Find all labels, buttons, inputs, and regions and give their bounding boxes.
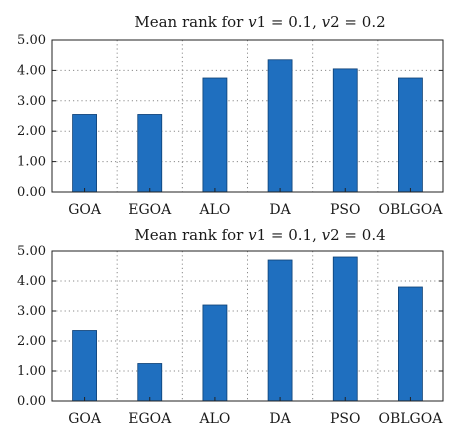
y-tick-label: 4.00 (17, 274, 46, 289)
y-tick-label: 1.00 (17, 364, 46, 379)
x-category-label: DA (269, 411, 291, 427)
y-tick-label: 4.00 (17, 63, 46, 78)
chart-bottom-title: Mean rank for v1 = 0.1, v2 = 0.4 (134, 226, 385, 244)
bar-goa (72, 114, 97, 193)
y-tick-label: 0.00 (17, 185, 46, 200)
y-tick-label: 2.00 (17, 334, 46, 349)
bar-oblgoa (398, 77, 423, 193)
plot-frame (51, 39, 444, 193)
y-tick-label: 5.00 (17, 244, 46, 259)
bar-pso (332, 68, 358, 193)
chart-top: Mean rank for v1 = 0.1, v2 = 0.2 0.00 1.0… (17, 13, 444, 218)
x-category-label: PSO (330, 202, 361, 218)
bar-da (267, 59, 293, 193)
x-category-label: OBLGOA (378, 411, 443, 427)
x-category-label: EGOA (128, 202, 172, 218)
bar-egoa (137, 363, 163, 402)
bar-alo (202, 77, 228, 193)
bar-oblgoa (398, 286, 423, 402)
y-tick-label: 2.00 (17, 124, 46, 139)
x-category-label: ALO (198, 202, 230, 218)
x-category-label: DA (269, 202, 291, 218)
chart-bottom: Mean rank for v1 = 0.1, v2 = 0.4 0.00 1.0… (17, 226, 444, 427)
x-category-label: GOA (68, 411, 102, 427)
bar-pso (332, 256, 358, 402)
bar-egoa (137, 114, 163, 193)
y-tick-label: 5.00 (17, 33, 46, 48)
chart-top-title: Mean rank for v1 = 0.1, v2 = 0.2 (134, 13, 385, 31)
plot-frame (51, 250, 444, 402)
x-category-label: OBLGOA (378, 202, 443, 218)
x-category-label: ALO (198, 411, 230, 427)
y-tick-label: 3.00 (17, 94, 46, 109)
bar-da (267, 259, 293, 402)
y-tick-label: 0.00 (17, 394, 46, 409)
bar-alo (202, 304, 228, 402)
y-tick-label: 1.00 (17, 155, 46, 170)
bar-goa (72, 330, 97, 402)
x-category-label: PSO (330, 411, 361, 427)
x-category-label: EGOA (128, 411, 172, 427)
y-tick-label: 3.00 (17, 304, 46, 319)
x-category-label: GOA (68, 202, 102, 218)
